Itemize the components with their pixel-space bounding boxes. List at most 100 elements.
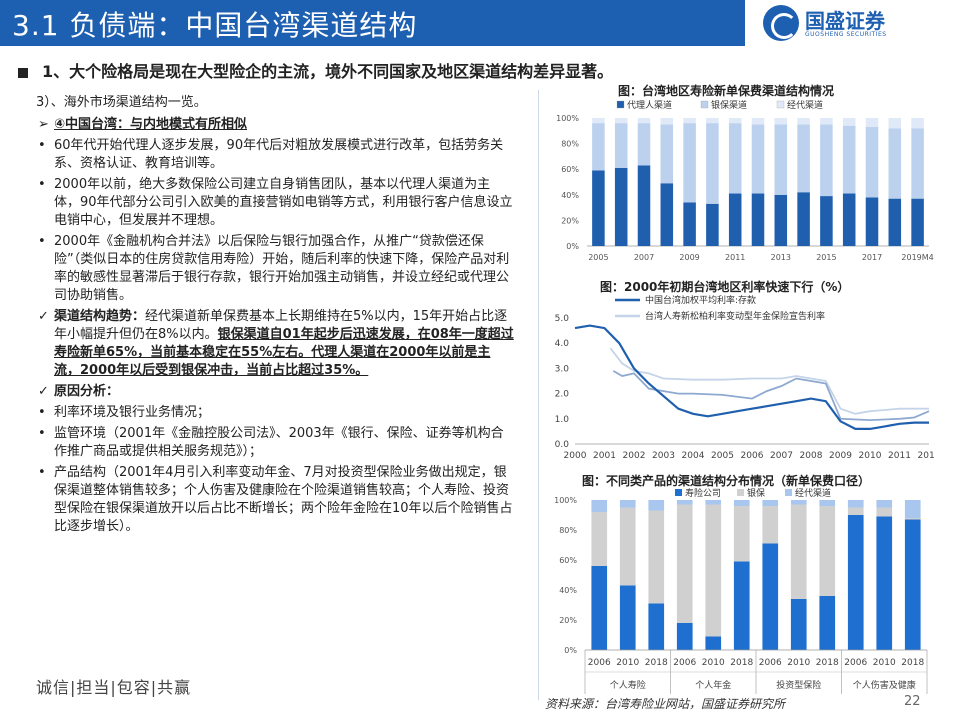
- bar-segment: [592, 170, 605, 246]
- x-tick-label: 2006: [588, 658, 611, 668]
- x-tick-label: 2005: [588, 253, 608, 262]
- legend-label: 银保: [747, 487, 765, 499]
- x-tick-label: 2012: [918, 451, 935, 461]
- bar-segment: [683, 202, 696, 246]
- list-item: • 产品结构（2001年4月引入利率变动年金、7月对投资型保险业务做出规定，银保渠…: [36, 464, 514, 536]
- bar-segment: [705, 500, 722, 505]
- bar-segment: [676, 623, 693, 650]
- bar-segment: [705, 636, 722, 650]
- bar-segment: [728, 118, 742, 124]
- bar-segment: [728, 123, 742, 194]
- page-title: 3.1 负债端：中国台湾渠道结构: [12, 9, 418, 42]
- x-tick-label: 2001: [593, 451, 616, 461]
- list-item-text: 2000年《金融机构合并法》以后保险与银行加强合作，从推广“贷款偿还保险”（类似…: [54, 234, 510, 303]
- list-item-text: 产品结构（2001年4月引入利率变动年金、7月对投资型保险业务做出规定，银保渠道…: [54, 465, 513, 534]
- bar-segment: [733, 500, 750, 506]
- legend-label: 中国台湾加权平均利率:存款: [645, 294, 756, 306]
- bar-segment: [660, 118, 674, 125]
- logo-text: 国盛证券: [805, 9, 885, 33]
- bar-segment: [614, 167, 628, 246]
- divider: [538, 90, 539, 700]
- bar-segment: [733, 506, 750, 562]
- bar-segment: [706, 123, 719, 204]
- headline-text: 1、大个险格局是现在大型险企的主流，境外不同国家及地区渠道结构差异显著。: [42, 62, 614, 81]
- bar-segment: [847, 515, 864, 650]
- bar-segment: [648, 603, 665, 650]
- bar-segment: [592, 118, 605, 124]
- chart2-title: 图：2000年初期台湾地区利率快速下行（%）: [600, 280, 850, 294]
- bar-segment: [842, 125, 856, 194]
- bar-segment: [865, 197, 879, 246]
- reasons-heading: ✓ 原因分析：: [36, 383, 514, 401]
- y-tick-label: 20%: [561, 216, 579, 225]
- bar-segment: [888, 198, 902, 246]
- y-tick-label: 5.0: [555, 314, 570, 324]
- x-tick-label: 2011: [725, 253, 745, 262]
- legend-label: 台湾人寿新松柏利率变动型年金保险宣告利率: [645, 310, 825, 322]
- series-line: [612, 370, 930, 422]
- bar-segment: [591, 500, 608, 512]
- y-tick-label: 0.0: [555, 440, 570, 450]
- bar-segment: [676, 500, 693, 505]
- trend-text: 经代渠道新单保费基本上长期维持在5%以内，15年开始占比逐年小幅提升但仍在8%以…: [54, 309, 508, 342]
- y-tick-label: 40%: [559, 586, 577, 595]
- bullet-icon: •: [38, 138, 46, 153]
- logo-subtitle: GUOSHENG SECURITIES: [805, 31, 887, 38]
- bar-segment: [619, 500, 636, 508]
- bar-segment: [888, 118, 902, 129]
- source-note: 资料来源：台湾寿险业网站，国盛证券研究所: [545, 697, 786, 711]
- x-tick-label: 2013: [771, 253, 791, 262]
- bar-segment: [733, 561, 750, 650]
- bar-segment: [876, 500, 893, 508]
- list-item: • 2000年《金融机构合并法》以后保险与银行加强合作，从推广“贷款偿还保险”（类…: [36, 233, 514, 305]
- bar-segment: [904, 519, 921, 650]
- bar-segment: [619, 585, 636, 650]
- y-tick-label: 100%: [554, 496, 577, 505]
- bar-segment: [762, 543, 779, 650]
- bar-segment: [842, 193, 856, 246]
- legend-label: 寿险公司: [685, 487, 721, 499]
- logo-icon: [763, 5, 799, 41]
- legend-swatch: [700, 100, 709, 109]
- bar-segment: [648, 510, 665, 604]
- bullet-icon: •: [38, 465, 46, 480]
- group-label: 个人年金: [695, 679, 731, 691]
- bar-segment: [592, 123, 605, 171]
- bar-segment: [797, 124, 810, 193]
- left-text-column: 3）、海外市场渠道结构一览。 ➢ ④中国台湾：与内地模式有所相似 • 60年代开始代…: [36, 94, 514, 539]
- legend-swatch: [785, 489, 792, 496]
- x-tick-label: 2006: [759, 658, 782, 668]
- bar-segment: [774, 118, 788, 125]
- header-bar: 3.1 负债端：中国台湾渠道结构 国盛证券 GUOSHENG SECURITIE…: [0, 0, 960, 46]
- bar-segment: [614, 118, 628, 124]
- y-tick-label: 60%: [559, 556, 577, 565]
- x-tick-label: 2011: [888, 451, 911, 461]
- x-tick-label: 2010: [702, 658, 725, 668]
- footer-slogan: 诚信|担当|包容|共赢: [36, 678, 192, 697]
- bar-segment: [619, 507, 636, 586]
- bar-segment: [728, 193, 742, 246]
- bar-segment: [847, 507, 864, 515]
- bar-segment: [591, 566, 608, 650]
- trend-item: ✓ 渠道结构趋势：经代渠道新单保费基本上长期维持在5%以内，15年开始占比逐年小幅…: [36, 308, 514, 380]
- bar-segment: [706, 118, 719, 124]
- legend-label: 银保渠道: [711, 99, 747, 111]
- bar-segment: [790, 599, 807, 650]
- bar-segment: [847, 500, 864, 508]
- bar-segment: [774, 124, 788, 195]
- x-tick-label: 2006: [741, 451, 764, 461]
- bar-segment: [819, 596, 836, 650]
- y-tick-label: 4.0: [555, 339, 570, 349]
- x-tick-label: 2007: [634, 253, 654, 262]
- headline: 1、大个险格局是现在大型险企的主流，境外不同国家及地区渠道结构差异显著。: [18, 58, 613, 82]
- x-tick-label: 2018: [816, 658, 839, 668]
- bar-segment: [706, 203, 719, 246]
- bar-segment: [842, 118, 856, 126]
- bar-segment: [819, 500, 836, 506]
- bar-segment: [797, 118, 810, 125]
- x-tick-label: 2006: [844, 658, 867, 668]
- list-item: • 监管环境（2001年《金融控股公司法》、2003年《银行、保险、证券等机构合作…: [36, 425, 514, 461]
- intro-text: 3）、海外市场渠道结构一览。: [36, 95, 207, 110]
- x-tick-label: 2010: [616, 658, 639, 668]
